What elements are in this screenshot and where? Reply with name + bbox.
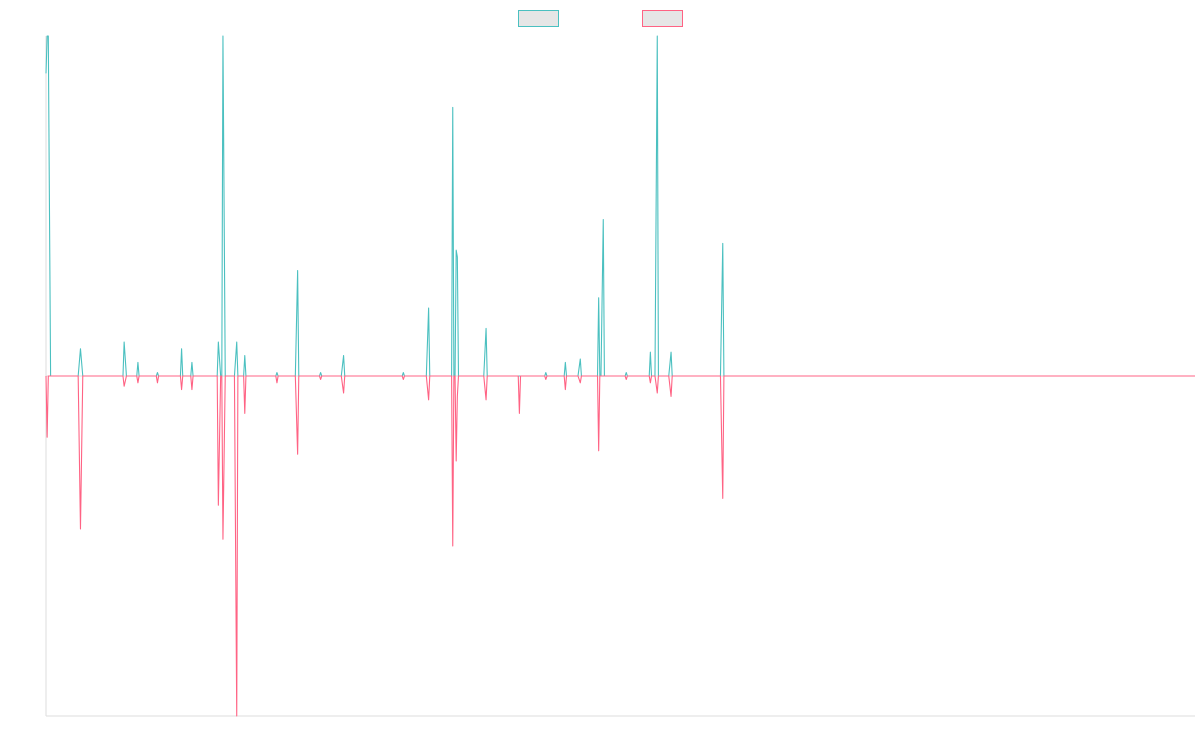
series-line-2 [45,375,1195,717]
series-line-1 [45,35,1195,377]
legend-swatch-2[interactable] [642,10,683,27]
legend[interactable] [518,10,683,27]
series-lines [45,35,1195,717]
legend-swatch-1[interactable] [518,10,559,27]
